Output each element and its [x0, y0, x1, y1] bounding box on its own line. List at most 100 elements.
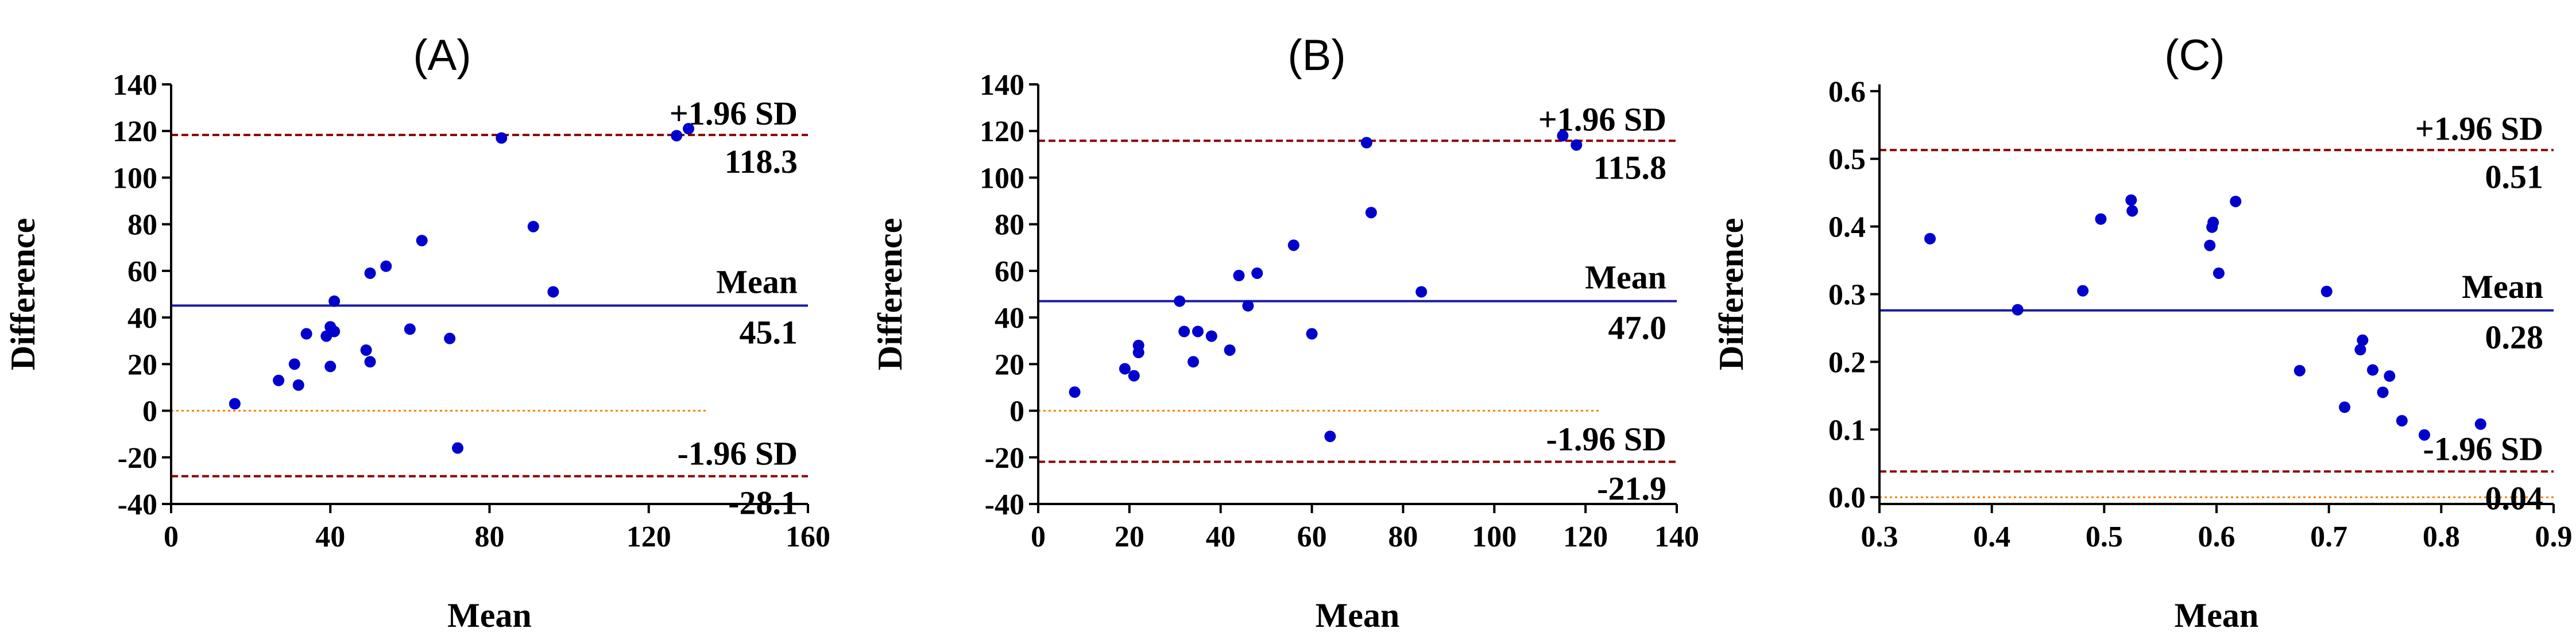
- data-point: [324, 360, 336, 373]
- data-point: [671, 130, 683, 142]
- y-axis-label: Difference: [871, 218, 909, 370]
- data-point: [1174, 295, 1186, 307]
- data-point: [547, 286, 559, 298]
- data-point: [1242, 300, 1254, 312]
- data-point: [1324, 431, 1336, 443]
- data-point: [2095, 213, 2107, 225]
- x-tick-label: 140: [1654, 521, 1699, 553]
- lower-limit-label: -1.96 SD: [678, 435, 798, 472]
- data-point: [1924, 232, 1936, 245]
- chart-panel-b: (B) +1.96 SD 115.8 Mean 47.0 -1.96 SD -21.9 0 20…: [871, 31, 1699, 634]
- data-point: [2320, 285, 2333, 297]
- x-tick-label: 100: [1472, 521, 1517, 553]
- x-tick-label: 0.4: [1973, 521, 2010, 553]
- mean-label: Mean: [1585, 259, 1666, 296]
- data-point: [2418, 429, 2430, 441]
- data-point: [1132, 339, 1144, 351]
- x-tick-label: 40: [315, 521, 345, 553]
- lower-limit-value: -21.9: [1597, 470, 1666, 507]
- x-axis-label: Mean: [2175, 596, 2259, 634]
- y-tick-label: 20: [995, 348, 1024, 381]
- y-tick-label: -40: [985, 488, 1024, 521]
- data-point: [1188, 356, 1200, 368]
- x-tick-label: 120: [1563, 521, 1608, 553]
- mean-value: 47.0: [1608, 309, 1667, 347]
- y-tick-label: 60: [995, 255, 1024, 288]
- x-tick-label: 0: [1031, 521, 1046, 553]
- y-tick-label: 0.4: [1828, 211, 1866, 244]
- data-point: [2125, 194, 2137, 206]
- data-point: [2126, 205, 2138, 217]
- data-point: [416, 235, 428, 247]
- data-point: [1128, 370, 1140, 382]
- data-point: [364, 267, 376, 279]
- chart-title: (B): [1287, 31, 1345, 80]
- data-point: [288, 358, 300, 370]
- upper-limit-value: 115.8: [1593, 149, 1666, 186]
- x-tick-label: 20: [1115, 521, 1144, 553]
- data-point: [364, 356, 376, 368]
- y-tick-label: -20: [118, 442, 157, 475]
- data-point: [1360, 137, 1372, 149]
- mean-label: Mean: [716, 263, 798, 300]
- data-point: [2230, 195, 2242, 207]
- y-tick-label: 100: [980, 162, 1024, 195]
- data-point: [1571, 139, 1583, 151]
- data-point: [2339, 401, 2351, 413]
- y-tick-label: 0.1: [1828, 414, 1866, 447]
- upper-limit-value: 0.51: [2485, 158, 2544, 195]
- y-tick-label: 100: [113, 162, 157, 195]
- data-point: [1233, 270, 1245, 282]
- x-tick-label: 60: [1297, 521, 1327, 553]
- y-tick-label: 0.2: [1828, 346, 1866, 379]
- data-point: [683, 123, 695, 135]
- x-tick-label: 0.3: [1861, 521, 1898, 553]
- upper-limit-label: +1.96 SD: [2415, 110, 2543, 147]
- x-tick-label: 0.7: [2310, 521, 2347, 553]
- data-point: [2012, 304, 2024, 316]
- upper-limit-label: +1.96 SD: [1538, 100, 1666, 138]
- y-tick-label: 120: [980, 115, 1024, 148]
- data-point: [1069, 386, 1081, 398]
- data-point: [1192, 325, 1204, 338]
- x-axis-label: Mean: [447, 596, 532, 634]
- upper-limit-value: 118.3: [725, 143, 798, 180]
- data-point: [1415, 286, 1428, 298]
- data-point: [2354, 344, 2366, 356]
- data-point: [1287, 239, 1299, 251]
- y-tick-label: 40: [127, 302, 157, 335]
- y-tick-label: 60: [127, 255, 157, 288]
- x-tick-label: 120: [626, 521, 671, 553]
- y-tick-label: 0.6: [1828, 76, 1866, 108]
- y-tick-label: 0.5: [1828, 144, 1866, 176]
- chart-title: (C): [2164, 31, 2225, 80]
- y-axis-label: Difference: [4, 218, 42, 370]
- x-tick-label: 40: [1206, 521, 1236, 553]
- data-point: [2474, 418, 2486, 430]
- data-point: [527, 220, 539, 232]
- data-point: [404, 323, 416, 335]
- data-point: [1557, 130, 1569, 142]
- y-tick-label: 0: [1009, 395, 1024, 428]
- mean-value: 0.28: [2485, 319, 2544, 356]
- x-axis-label: Mean: [1316, 596, 1400, 634]
- data-point: [2077, 285, 2089, 297]
- x-tick-label: 80: [1388, 521, 1418, 553]
- data-point: [1306, 328, 1318, 340]
- x-tick-label: 0.8: [2423, 521, 2460, 553]
- data-point: [328, 325, 341, 338]
- chart-title: (A): [413, 31, 471, 80]
- data-point: [2366, 364, 2378, 376]
- data-point: [2213, 267, 2225, 279]
- mean-value: 45.1: [740, 313, 798, 351]
- y-tick-label: 120: [113, 115, 157, 148]
- data-point: [2207, 216, 2219, 228]
- y-tick-label: 20: [127, 348, 157, 381]
- y-tick-label: 0.3: [1828, 279, 1866, 312]
- data-point: [229, 398, 241, 410]
- x-tick-label: 0.6: [2198, 521, 2235, 553]
- data-point: [1224, 344, 1236, 356]
- data-point: [496, 132, 508, 144]
- y-tick-label: 40: [995, 302, 1024, 335]
